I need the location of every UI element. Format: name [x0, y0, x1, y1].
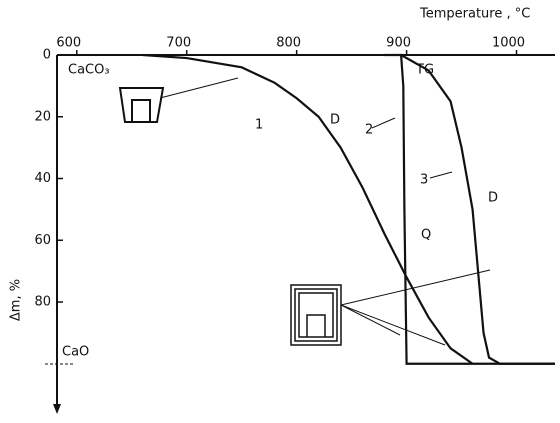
y-tick-label: 20 [34, 109, 51, 124]
leader [372, 118, 395, 128]
annotation: D [488, 191, 498, 206]
leader [341, 305, 445, 345]
tg-curve [385, 55, 555, 364]
y-tick-label: 60 [34, 233, 51, 248]
annotation: Q [421, 228, 431, 243]
x-tick-label: 900 [386, 36, 411, 51]
annotation: CaO [62, 345, 89, 360]
y-tick-label: 80 [34, 295, 51, 310]
leader [341, 270, 490, 305]
y-tick-label: 0 [43, 48, 51, 63]
crucible-open [120, 88, 163, 122]
annotation: TG [415, 63, 434, 78]
leader [341, 305, 400, 335]
annotation: D [330, 113, 340, 128]
x-tick-label: 800 [276, 36, 301, 51]
x-tick-label: 1000 [492, 36, 525, 51]
annotation: CaCO₃ [68, 63, 110, 78]
leader [160, 78, 238, 98]
curve-label: 3 [420, 173, 428, 188]
x-tick-label: 700 [166, 36, 191, 51]
curve-label: 2 [365, 123, 373, 138]
y-tick-label: 40 [34, 171, 51, 186]
y-axis-label: Δm, % [9, 279, 24, 321]
curve-label: 1 [255, 118, 263, 133]
x-axis-label: Temperature , °C [419, 7, 530, 22]
chart: Temperature , °C Δm, % 600 700 800 900 1000 0… [0, 0, 560, 419]
y-arrow [53, 404, 61, 414]
x-tick-label: 600 [56, 36, 81, 51]
tg-curve [401, 55, 555, 364]
crucible-closed [291, 285, 341, 345]
leader [430, 172, 452, 178]
